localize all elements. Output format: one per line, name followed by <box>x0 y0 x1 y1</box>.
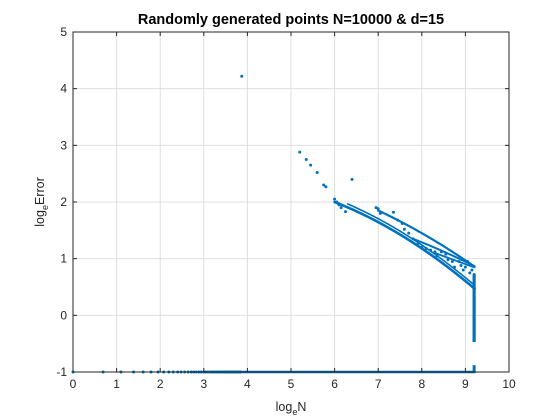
data-point <box>435 254 439 258</box>
data-points <box>71 74 476 374</box>
data-point <box>339 206 343 210</box>
data-point <box>424 246 428 250</box>
data-point <box>391 210 395 214</box>
x-tick-label: 10 <box>502 377 516 391</box>
data-point <box>240 74 244 78</box>
ticks <box>72 31 510 373</box>
y-tick-label: 2 <box>60 195 67 209</box>
y-tick-label: 3 <box>60 138 67 152</box>
y-tick-label: -1 <box>56 365 67 379</box>
data-point <box>446 258 450 262</box>
data-point <box>439 250 443 254</box>
lower-band <box>333 200 476 290</box>
data-point <box>350 177 354 181</box>
x-tick-label: 9 <box>462 377 469 391</box>
data-point <box>337 203 341 207</box>
y-tick-label: 0 <box>60 308 67 322</box>
data-point <box>466 260 470 263</box>
data-point <box>407 231 411 235</box>
data-point <box>324 185 328 189</box>
x-tick-label: 8 <box>418 377 425 391</box>
data-point <box>468 271 472 275</box>
data-point <box>461 268 465 272</box>
x-tick-label: 0 <box>70 377 77 391</box>
x-tick-label: 4 <box>244 377 251 391</box>
upper-band <box>412 237 476 268</box>
data-point <box>400 222 404 226</box>
data-point <box>470 268 474 272</box>
data-point <box>396 218 400 222</box>
chart-title: Randomly generated points N=10000 & d=15 <box>138 12 444 28</box>
x-tick-label: 2 <box>157 377 164 391</box>
data-point <box>411 237 415 241</box>
y-tick-label: 5 <box>60 25 67 39</box>
y-tick-label: 4 <box>60 82 67 96</box>
data-point <box>309 163 313 167</box>
data-point <box>344 210 347 214</box>
data-point <box>335 200 339 204</box>
data-point <box>472 273 476 277</box>
y-axis-label: logeError <box>33 177 50 226</box>
data-point <box>298 150 302 154</box>
x-tick-label: 3 <box>200 377 207 391</box>
x-tick-label: 7 <box>375 377 382 391</box>
middle-band <box>377 209 476 268</box>
data-point <box>402 227 406 231</box>
data-point <box>459 263 463 267</box>
data-point <box>463 265 467 269</box>
data-point <box>457 260 461 263</box>
data-point <box>453 265 456 269</box>
data-point <box>444 252 448 256</box>
data-point <box>333 197 337 201</box>
x-tick-label: 5 <box>288 377 295 391</box>
y-tick-label: 1 <box>60 252 67 266</box>
data-point <box>376 207 380 211</box>
x-axis-label: logeN <box>276 400 307 417</box>
data-point <box>304 158 308 161</box>
top-band <box>433 252 476 269</box>
data-point <box>433 250 437 254</box>
data-point <box>322 183 326 187</box>
data-point <box>378 211 382 215</box>
x-tick-label: 6 <box>331 377 338 391</box>
x-tick-label: 1 <box>113 377 120 391</box>
data-point <box>429 248 433 252</box>
data-point <box>450 260 454 263</box>
data-point <box>420 245 424 249</box>
data-point <box>415 243 419 246</box>
data-point <box>315 171 319 175</box>
